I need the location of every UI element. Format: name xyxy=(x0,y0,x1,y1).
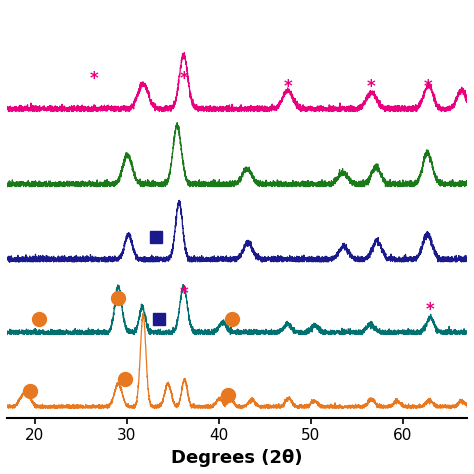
Text: *: * xyxy=(179,70,188,88)
Text: *: * xyxy=(179,285,188,303)
Text: *: * xyxy=(367,78,376,96)
Text: *: * xyxy=(426,301,435,319)
X-axis label: Degrees (2θ): Degrees (2θ) xyxy=(171,449,303,467)
Text: *: * xyxy=(90,70,99,88)
Text: *: * xyxy=(424,78,433,96)
Text: *: * xyxy=(283,78,292,96)
